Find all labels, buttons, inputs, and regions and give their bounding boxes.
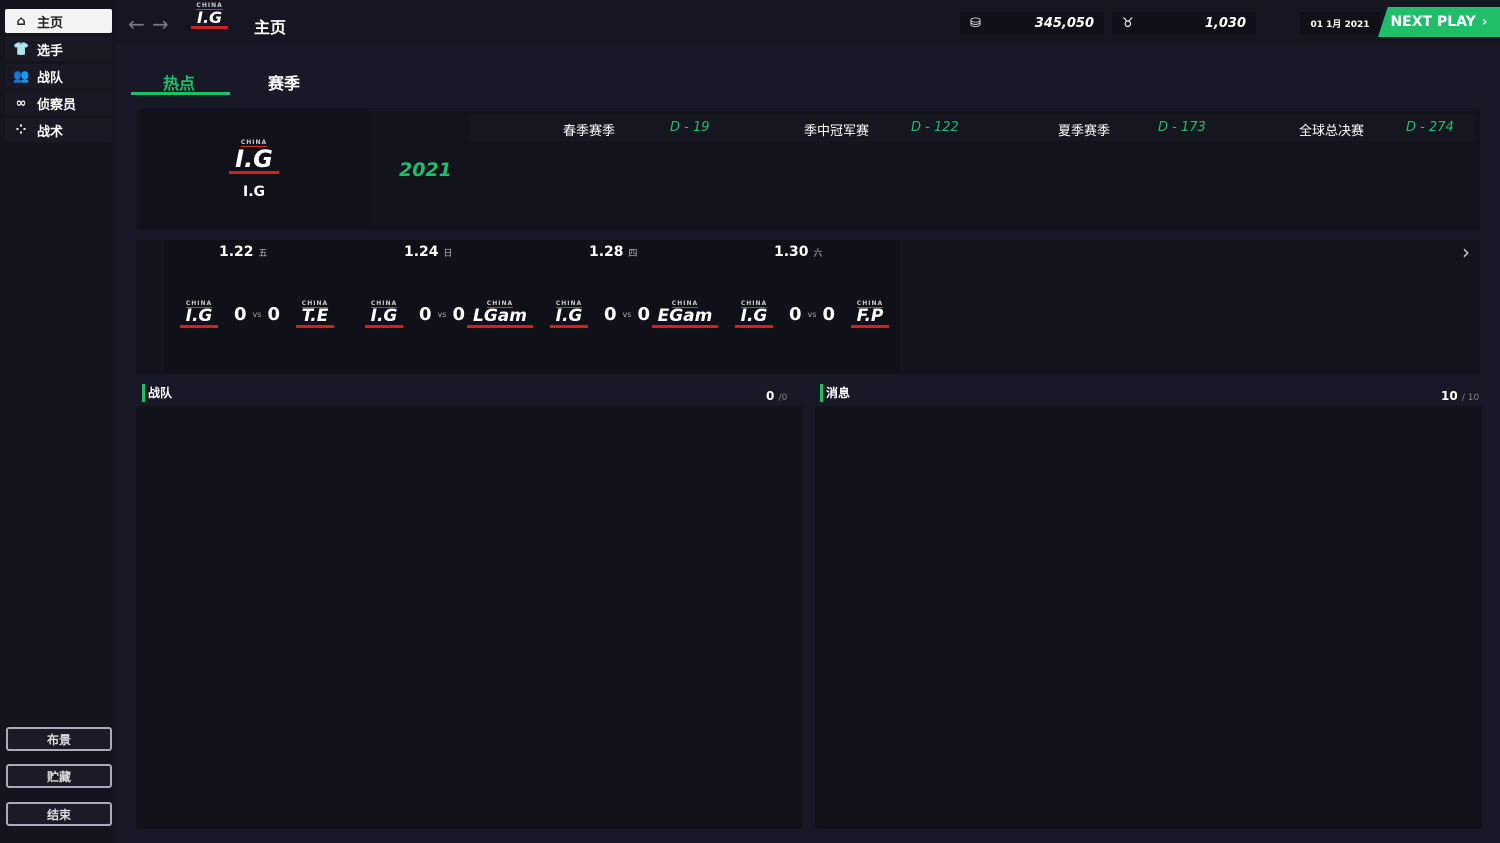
save-button[interactable]: 贮藏	[6, 764, 112, 788]
season-name: 季中冠军赛	[804, 124, 870, 139]
away-score: 0	[637, 303, 650, 325]
binoculars-icon: ∞	[15, 95, 27, 111]
home-score: 0	[789, 303, 802, 325]
home-icon: ⌂	[16, 13, 26, 29]
news-panel-title: 消息	[820, 384, 850, 402]
away-team-logo: CHINA EGam	[651, 300, 719, 328]
sidebar-item-label: 侦察员	[37, 97, 77, 113]
coins-icon: ⛁	[970, 15, 981, 31]
chevron-right-icon: ›	[1481, 14, 1488, 30]
season-countdown: D - 122	[911, 120, 959, 135]
team-card: CHINA I.G I.G	[138, 110, 370, 228]
home-team-logo: CHINA I.G	[355, 300, 413, 328]
home-score: 0	[234, 303, 247, 325]
home-team-logo: CHINA I.G	[725, 300, 783, 328]
team-panel-count: 0 /0	[766, 389, 788, 403]
page-title: 主页	[254, 18, 287, 37]
home-team-logo: CHINA I.G	[540, 300, 598, 328]
money-value: 345,050	[1034, 15, 1094, 31]
team-logo: CHINA I.G	[191, 2, 229, 29]
season-countdown: D - 173	[1158, 120, 1206, 135]
sidebar-item-label: 战术	[37, 124, 64, 140]
season-name: 春季赛季	[563, 124, 616, 139]
away-team-logo: CHINA F.P	[841, 300, 899, 328]
match-item[interactable]: CHINA I.G 0 vs 0 CHINA LGam	[355, 300, 533, 328]
sidebar: ⌂ 主页 👕 选手 👥 战队 ∞ 侦察员 ⁘ 战术 布景 贮藏 结束	[0, 0, 116, 843]
match-date: 1.22 五	[219, 244, 268, 260]
home-score: 0	[419, 303, 432, 325]
match-item[interactable]: CHINA I.G 0 vs 0 CHINA EGam	[540, 300, 719, 328]
match-date: 1.28 四	[589, 244, 638, 260]
fans-display: ♉ 1,030	[1112, 12, 1256, 34]
layout-button[interactable]: 布景	[6, 727, 112, 751]
sidebar-item-team[interactable]: 👥 战队	[5, 64, 112, 88]
season-item: 全球总决赛 D - 274	[1299, 120, 1454, 139]
sidebar-item-label: 战队	[37, 70, 64, 86]
away-score: 0	[822, 303, 835, 325]
vs-label: vs	[807, 309, 817, 319]
match-item[interactable]: CHINA I.G 0 vs 0 CHINA T.E	[170, 300, 344, 328]
next-play-label: NEXT PLAY	[1390, 14, 1476, 30]
vs-label: vs	[437, 309, 447, 319]
game-date: 01 1月 2021	[1300, 12, 1380, 34]
season-year: 2021	[399, 159, 452, 181]
active-tab-indicator	[131, 92, 230, 95]
sidebar-item-players[interactable]: 👕 选手	[5, 37, 112, 61]
match-date: 1.24 日	[404, 244, 453, 260]
match-item[interactable]: CHINA I.G 0 vs 0 CHINA F.P	[725, 300, 899, 328]
match-date: 1.30 六	[774, 244, 823, 260]
next-play-button[interactable]: NEXT PLAY ›	[1378, 7, 1500, 37]
back-arrow-icon[interactable]: ←	[128, 12, 145, 36]
team-icon: 👥	[13, 68, 30, 84]
forward-arrow-icon[interactable]: →	[152, 12, 169, 36]
sidebar-item-label: 选手	[37, 43, 64, 59]
home-score: 0	[604, 303, 617, 325]
news-panel-count: 10 / 10	[1441, 389, 1480, 403]
season-item: 季中冠军赛 D - 122	[804, 120, 959, 139]
top-bar: ← → CHINA I.G 主页 ⛁ 345,050 ♉ 1,030 01 1月 20…	[116, 0, 1500, 44]
home-team-logo: CHINA I.G	[170, 300, 228, 328]
away-team-logo: CHINA T.E	[286, 300, 344, 328]
sidebar-item-home[interactable]: ⌂ 主页	[5, 9, 112, 33]
vs-label: vs	[622, 309, 632, 319]
team-logo-large: CHINA I.G	[229, 139, 279, 174]
chevron-right-icon[interactable]: ›	[1462, 240, 1470, 264]
tactics-icon: ⁘	[15, 122, 27, 138]
match-strip	[164, 240, 900, 374]
team-name: I.G	[242, 183, 266, 200]
season-countdown: D - 19	[670, 120, 710, 135]
medal-icon: ♉	[1122, 15, 1134, 31]
season-schedule-bar	[470, 115, 1474, 141]
season-name: 夏季赛季	[1058, 124, 1111, 139]
money-display: ⛁ 345,050	[960, 12, 1104, 34]
sidebar-item-scouts[interactable]: ∞ 侦察员	[5, 91, 112, 115]
away-score: 0	[452, 303, 465, 325]
season-item: 夏季赛季 D - 173	[1058, 120, 1206, 139]
away-team-logo: CHINA LGam	[466, 300, 533, 328]
away-score: 0	[267, 303, 280, 325]
fans-value: 1,030	[1204, 15, 1246, 31]
sidebar-item-tactics[interactable]: ⁘ 战术	[5, 118, 112, 142]
exit-button[interactable]: 结束	[6, 802, 112, 826]
season-countdown: D - 274	[1406, 120, 1454, 135]
sidebar-item-label: 主页	[37, 15, 64, 31]
team-panel-title: 战队	[142, 384, 172, 402]
tab-season[interactable]: 赛季	[268, 74, 301, 93]
tab-hot[interactable]: 热点	[163, 74, 196, 93]
vs-label: vs	[252, 309, 262, 319]
team-panel	[136, 406, 803, 829]
season-name: 全球总决赛	[1299, 124, 1365, 139]
season-item: 春季赛季 D - 19	[563, 120, 710, 139]
jersey-icon: 👕	[13, 41, 30, 57]
news-panel	[815, 406, 1482, 829]
